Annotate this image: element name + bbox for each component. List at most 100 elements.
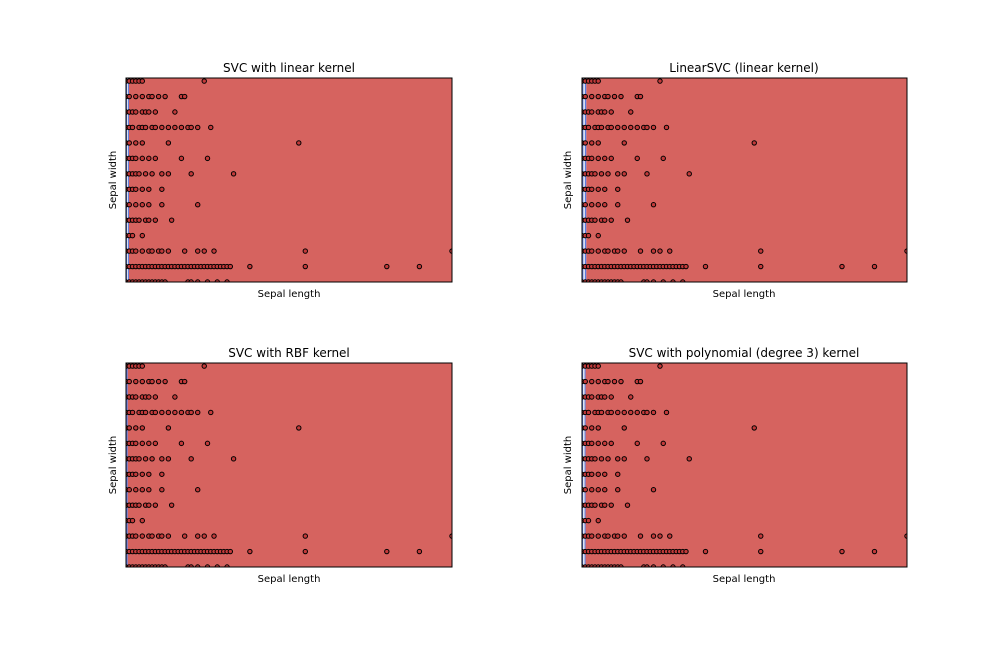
x-axis-label: Sepal length — [713, 574, 776, 585]
data-point — [208, 124, 214, 131]
data-point — [589, 471, 595, 477]
data-point — [611, 378, 618, 385]
data-point — [159, 533, 165, 539]
data-point — [686, 456, 692, 462]
data-point — [211, 533, 217, 539]
data-point — [621, 248, 627, 254]
decision-region-red — [585, 363, 907, 567]
subplot-svc-linear: SVC with linear kernel Sepal length Sepa… — [108, 61, 453, 300]
data-point — [139, 232, 146, 239]
data-point — [667, 533, 673, 539]
data-point — [302, 533, 308, 539]
data-point — [605, 171, 611, 177]
data-point — [152, 409, 159, 416]
data-point — [159, 487, 165, 493]
data-point — [129, 124, 136, 131]
data-point — [133, 248, 139, 254]
plot-area — [581, 77, 908, 283]
data-point — [142, 171, 149, 177]
data-point — [139, 363, 146, 369]
data-point — [702, 548, 709, 555]
data-point — [605, 248, 611, 254]
data-point — [663, 124, 670, 131]
data-point — [165, 533, 172, 539]
data-point — [146, 155, 152, 162]
data-point — [188, 124, 194, 131]
data-point — [152, 394, 159, 400]
data-point — [155, 93, 162, 100]
data-point — [165, 248, 172, 254]
x-axis-label: Sepal length — [258, 289, 321, 300]
data-point — [178, 409, 185, 416]
data-point — [139, 186, 146, 192]
data-point — [139, 378, 146, 385]
data-point — [686, 171, 692, 177]
data-point — [142, 456, 149, 462]
data-point — [602, 109, 608, 115]
data-point — [634, 440, 640, 447]
data-point — [146, 440, 152, 447]
data-point — [195, 487, 201, 493]
data-point — [602, 186, 608, 192]
data-point — [667, 248, 673, 254]
data-point — [136, 502, 142, 508]
data-point — [149, 93, 155, 100]
data-point — [204, 440, 211, 447]
data-point — [136, 171, 142, 177]
data-point — [582, 378, 588, 385]
axes-frame — [581, 77, 908, 283]
data-point — [139, 140, 146, 146]
data-point — [839, 548, 845, 555]
data-point — [621, 140, 627, 146]
data-point — [585, 124, 592, 131]
data-point — [201, 363, 207, 369]
data-point — [621, 456, 627, 462]
data-point — [159, 409, 165, 416]
data-point — [595, 232, 601, 239]
data-point — [637, 93, 644, 100]
y-axis-label: Sepal width — [108, 436, 119, 495]
data-point — [149, 533, 155, 539]
data-point — [188, 171, 194, 177]
data-point — [172, 409, 178, 416]
data-point — [615, 186, 621, 192]
data-point — [605, 533, 611, 539]
data-point — [644, 171, 650, 177]
data-point — [608, 394, 614, 400]
data-point — [201, 533, 207, 539]
data-point — [634, 124, 640, 131]
data-point — [592, 171, 598, 177]
data-point — [152, 124, 159, 131]
data-point — [615, 202, 621, 208]
data-point — [146, 502, 152, 508]
data-point — [195, 202, 201, 208]
data-point — [589, 202, 595, 208]
data-point — [589, 487, 595, 493]
data-point — [139, 517, 146, 524]
data-point — [126, 93, 132, 100]
data-point — [589, 155, 595, 162]
data-point — [230, 456, 237, 462]
data-point — [168, 502, 175, 508]
data-point — [650, 533, 657, 539]
data-point — [602, 502, 608, 508]
data-point — [133, 202, 139, 208]
data-point — [637, 378, 644, 385]
data-point — [172, 109, 178, 115]
subplot-title: SVC with linear kernel — [223, 61, 355, 75]
plot-area — [125, 362, 453, 568]
subplot-svc-poly: SVC with polynomial (degree 3) kernel Se… — [563, 346, 908, 585]
subplot-title: SVC with RBF kernel — [228, 346, 350, 360]
data-point — [751, 140, 757, 146]
data-point — [595, 78, 601, 84]
data-point — [657, 533, 663, 539]
data-point — [302, 248, 308, 254]
data-point — [644, 456, 650, 462]
data-point — [683, 548, 689, 555]
data-point — [608, 502, 614, 508]
data-point — [595, 440, 601, 447]
data-point — [139, 487, 146, 493]
data-point — [615, 533, 621, 539]
data-point — [139, 440, 146, 447]
data-point — [181, 248, 188, 254]
